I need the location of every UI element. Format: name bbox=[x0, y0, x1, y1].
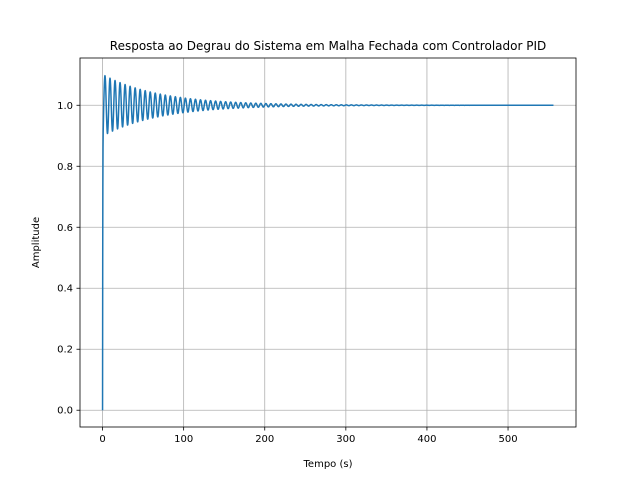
chart-title: Resposta ao Degrau do Sistema em Malha F… bbox=[110, 39, 546, 53]
y-tick-label: 0.2 bbox=[57, 345, 73, 356]
y-tick-label: 0.0 bbox=[57, 406, 73, 417]
plot-area bbox=[101, 74, 555, 411]
grid bbox=[80, 58, 576, 427]
y-tick-label: 0.6 bbox=[57, 223, 73, 234]
x-tick-label: 0 bbox=[99, 434, 105, 445]
x-tick-label: 300 bbox=[336, 434, 355, 445]
x-tick-label: 100 bbox=[174, 434, 193, 445]
y-tick-label: 0.8 bbox=[57, 162, 73, 173]
series-line bbox=[101, 74, 555, 411]
y-axis-label: Amplitude bbox=[31, 217, 42, 268]
y-tick-label: 1.0 bbox=[57, 101, 73, 112]
axes-frame bbox=[79, 57, 577, 428]
x-tick-label: 400 bbox=[417, 434, 436, 445]
x-axis-label: Tempo (s) bbox=[303, 459, 353, 470]
x-tick-label: 500 bbox=[498, 434, 517, 445]
y-tick-label: 0.4 bbox=[57, 284, 73, 295]
ticks: 0 100 200 300 400 500 0.0 0.2 0.4 0.6 0.8 1.0 bbox=[57, 101, 517, 445]
x-tick-label: 200 bbox=[255, 434, 274, 445]
